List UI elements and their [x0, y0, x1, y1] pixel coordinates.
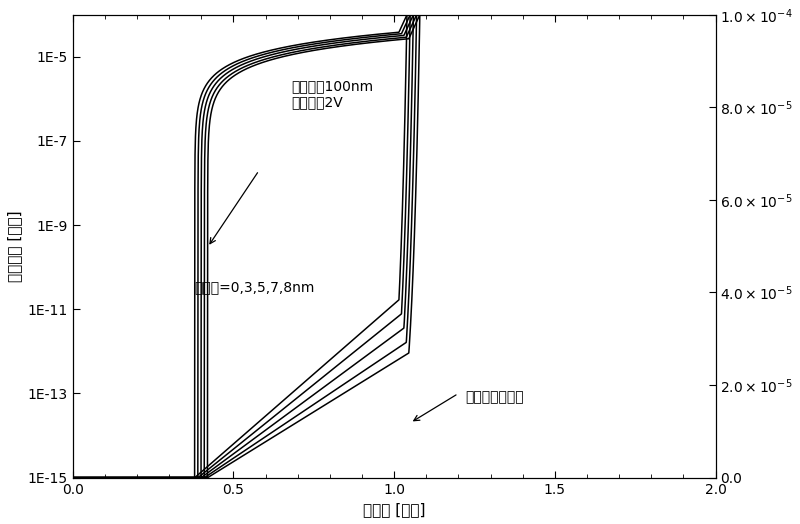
Text: 沟道长度100nm
漏端电压2V: 沟道长度100nm 漏端电压2V [291, 79, 374, 109]
Text: 硅纳米线晶体管: 硅纳米线晶体管 [465, 390, 523, 405]
Y-axis label: 漏端电流 [安培]: 漏端电流 [安培] [7, 210, 22, 282]
X-axis label: 栅电压 [伏特]: 栅电压 [伏特] [363, 502, 426, 517]
Text: 芯半径=0,3,5,7,8nm: 芯半径=0,3,5,7,8nm [194, 280, 315, 294]
